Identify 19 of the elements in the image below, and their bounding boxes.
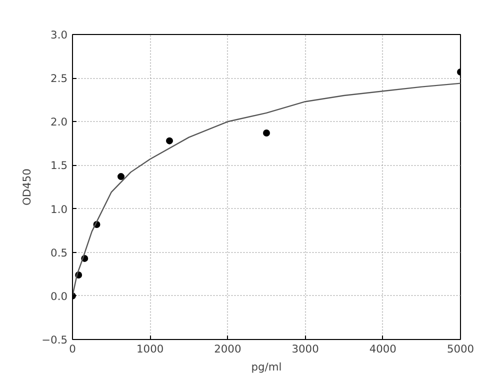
x-tick-label: 5000: [446, 342, 474, 356]
y-tick-label: 0.5: [50, 246, 68, 260]
point: [263, 129, 270, 136]
x-tick-label: 2000: [214, 342, 242, 356]
y-tick-label: 0.0: [50, 290, 68, 303]
y-tick-label: 2.5: [50, 72, 68, 86]
point: [166, 137, 173, 144]
y-axis-title: OD450: [20, 168, 34, 206]
x-tick-label: 0: [69, 342, 76, 356]
x-tick-label: 1000: [136, 342, 164, 356]
x-axis-title: pg/ml: [251, 360, 282, 374]
x-tick-label: 3000: [292, 342, 320, 356]
y-tick-label: 2.0: [50, 116, 68, 129]
y-tick-label: −0.5: [42, 334, 68, 346]
y-tick-label: 3.0: [50, 28, 68, 42]
y-tick-label: 1.0: [50, 202, 68, 216]
x-tick-label: 4000: [369, 342, 397, 356]
point: [118, 173, 124, 180]
y-tick-label: 1.5: [50, 159, 68, 172]
